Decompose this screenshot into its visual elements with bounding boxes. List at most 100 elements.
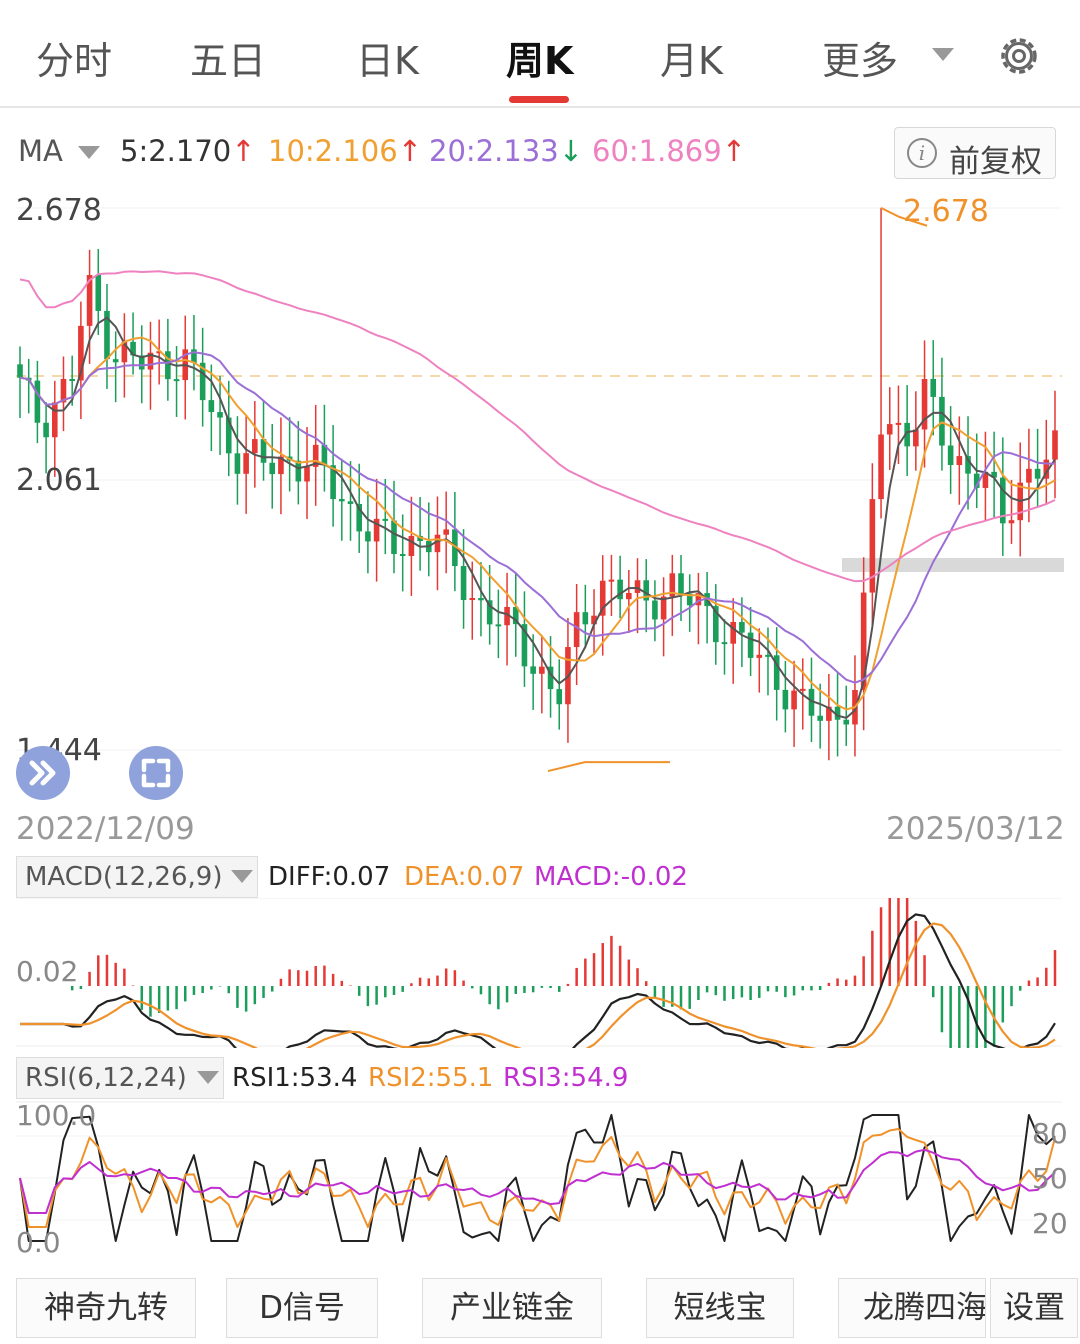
candle-body <box>582 612 589 625</box>
short-line-button[interactable]: 短线宝 <box>646 1278 794 1338</box>
candle-body <box>191 349 197 363</box>
settings-button[interactable]: 设置 <box>990 1278 1078 1338</box>
candle-body <box>478 598 484 601</box>
ma60-text: 60:1.869 <box>592 134 722 168</box>
tab-daily-k[interactable]: 日K <box>356 39 419 83</box>
tab-five-day[interactable]: 五日 <box>190 39 267 83</box>
rsi-label: RSI(6,12,24) <box>25 1063 187 1093</box>
rsi-level-50: 50 <box>1032 1162 1068 1195</box>
candle-body <box>921 379 928 430</box>
chevron-down-icon <box>231 870 253 883</box>
rsi-level-20: 20 <box>1032 1207 1068 1240</box>
candle-body <box>991 471 997 478</box>
ma20-text: 20:2.133 <box>429 134 559 168</box>
candle-body <box>913 429 919 447</box>
ma20-arrow: ↓ <box>558 134 584 168</box>
ma60-line <box>19 270 1056 583</box>
candle-body <box>460 566 467 601</box>
chevron-down-icon[interactable] <box>932 48 954 61</box>
fullscreen-button[interactable] <box>129 746 183 800</box>
rsi-axis-top: 100.0 <box>16 1099 97 1132</box>
candle-body <box>373 518 380 542</box>
tab-intraday[interactable]: 分时 <box>36 39 113 83</box>
rsi1-line <box>19 1114 1056 1242</box>
candle-body <box>617 579 623 600</box>
ma10-value: 10:2.106↑ <box>268 134 422 168</box>
macd-diff-line <box>20 913 1056 1048</box>
candle-body <box>773 655 780 690</box>
candle-body <box>86 275 93 326</box>
candle-body <box>138 355 145 370</box>
candle-body <box>130 341 136 356</box>
ma10-text: 10:2.106 <box>268 134 398 168</box>
ma10-arrow: ↑ <box>397 134 423 168</box>
tab-more[interactable]: 更多 <box>822 39 899 83</box>
dragon-button[interactable]: 龙腾四海 <box>838 1278 986 1338</box>
candle-body <box>965 456 971 474</box>
macd-diff-value: DIFF:0.07 <box>268 862 391 892</box>
period-tab-bar: 分时 五日 日K 周K 月K 更多 <box>0 0 1080 108</box>
ma5-text: 5:2.170 <box>120 134 232 168</box>
candle-body <box>860 592 867 691</box>
candle-body <box>51 402 58 438</box>
candle-body <box>339 499 345 502</box>
macd-chart[interactable] <box>0 898 1080 1048</box>
rsi1-value: RSI1:53.4 <box>232 1063 358 1093</box>
macd-axis-label: 0.02 <box>16 955 79 988</box>
candle-body <box>1000 477 1006 524</box>
tab-weekly-k[interactable]: 周K <box>506 39 574 83</box>
ma-label[interactable]: MA <box>18 134 63 168</box>
macd-macd-value: MACD:-0.02 <box>534 862 688 892</box>
candle-body <box>252 439 258 454</box>
candle-body <box>808 688 815 716</box>
candle-body <box>147 352 154 370</box>
ma5-value: 5:2.170↑ <box>120 134 256 168</box>
candle-body <box>843 719 850 725</box>
rsi-chart[interactable] <box>0 1100 1080 1260</box>
candle-body <box>208 400 215 413</box>
low-price-leader <box>547 761 670 773</box>
candle-body <box>234 453 241 474</box>
ma20-line <box>19 351 1056 684</box>
scroll-latest-button[interactable] <box>16 746 70 800</box>
candle-body <box>321 444 328 466</box>
chevron-down-icon[interactable] <box>78 146 100 159</box>
candle-body <box>243 453 249 474</box>
industry-chain-button[interactable]: 产业链金 <box>422 1278 602 1338</box>
high-price-marker: 2.678 <box>903 194 989 229</box>
rsi2-value: RSI2:55.1 <box>368 1063 494 1093</box>
tab-monthly-k[interactable]: 月K <box>660 39 723 83</box>
candle-body <box>686 593 693 606</box>
price-adjust-button[interactable]: i 前复权 <box>894 127 1056 180</box>
date-start: 2022/12/09 <box>16 811 195 847</box>
macd-selector[interactable]: MACD(12,26,9) <box>16 856 258 898</box>
candle-body <box>43 422 49 438</box>
rsi3-line <box>19 1148 1056 1214</box>
candle-body <box>495 624 502 627</box>
gear-icon[interactable] <box>996 33 1042 79</box>
ma10-line <box>19 336 1056 711</box>
candle-body <box>939 396 945 446</box>
candle-body <box>278 456 284 475</box>
candle-body <box>156 351 162 354</box>
candle-body <box>104 310 110 360</box>
candle-body <box>547 666 554 690</box>
rsi-selector[interactable]: RSI(6,12,24) <box>16 1057 224 1099</box>
candle-body <box>886 424 893 435</box>
candle-body <box>365 531 371 542</box>
magic-nine-button[interactable]: 神奇九转 <box>16 1278 196 1338</box>
candle-body <box>626 592 632 600</box>
price-adjust-label: 前复权 <box>949 144 1042 180</box>
rsi-axis-bottom: 0.0 <box>16 1226 61 1259</box>
candle-body <box>165 351 171 380</box>
candle-body <box>678 573 684 594</box>
high-price-leader <box>880 206 928 227</box>
candle-body <box>712 606 719 643</box>
d-signal-button[interactable]: D信号 <box>226 1278 378 1338</box>
weekly-candlestick-chart[interactable] <box>0 190 1080 810</box>
candle-body <box>112 359 119 363</box>
candle-body <box>791 690 797 710</box>
candle-body <box>973 473 980 488</box>
candle-body <box>826 706 832 721</box>
candle-body <box>1043 459 1050 479</box>
